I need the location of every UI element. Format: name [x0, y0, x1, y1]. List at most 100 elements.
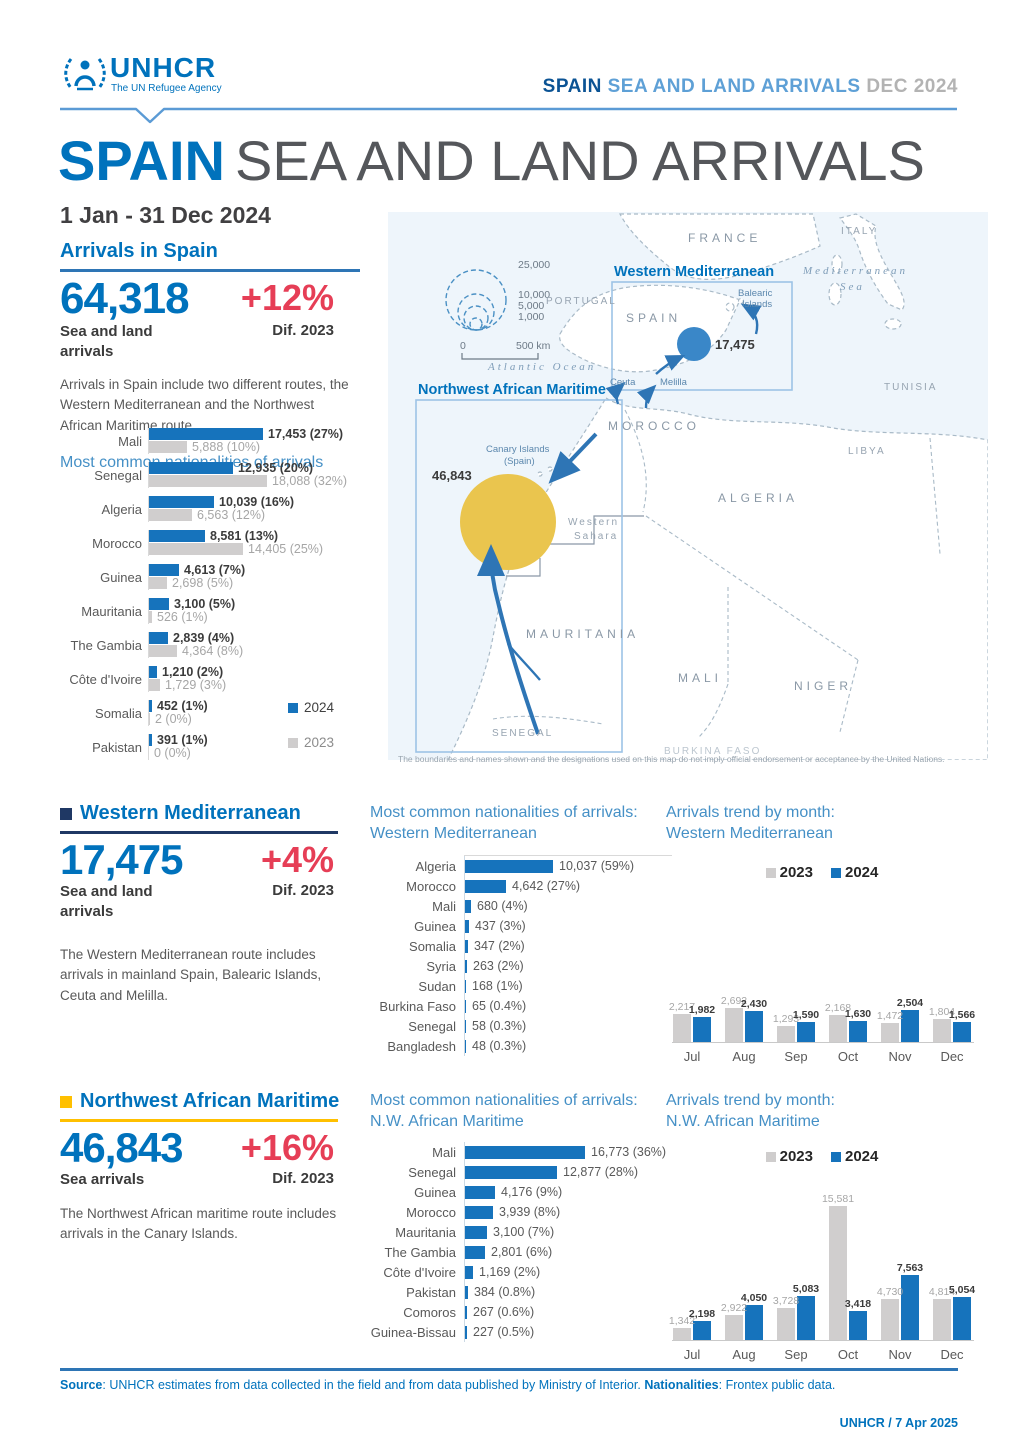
- bar-row: Algeria 10,039 (16%) 6,563 (12%): [60, 495, 365, 522]
- category-label: Senegal: [408, 1164, 456, 1180]
- bar-value-2023: 15,581: [821, 1193, 855, 1205]
- bar-2024: [465, 879, 506, 893]
- bar-value: 2 (0%): [155, 712, 192, 726]
- bar-2024: [745, 1305, 763, 1340]
- nwam-nat-heading-line2: N.W. African Maritime: [370, 1113, 524, 1131]
- bar-value-2023: 2,217: [668, 1001, 696, 1013]
- bar-value: 10,037 (59%): [559, 859, 635, 873]
- coastal-route-arrow: [477, 544, 540, 735]
- trend-group: 2,922 4,050 Aug: [721, 1180, 767, 1362]
- legend-circle-5000: 5,000: [518, 300, 544, 312]
- category-label: Côte d'Ivoire: [383, 1264, 456, 1280]
- bar-value-2023: 2,692: [720, 995, 748, 1007]
- map-label-mediterranean: Mediterranean: [802, 265, 908, 277]
- bar-value: 1,210 (2%): [162, 665, 224, 679]
- wm-nat-heading-line1: Most common nationalities of arrivals:: [370, 804, 638, 821]
- bar-2024: [693, 1321, 711, 1340]
- legend-2024-swatch: [831, 1151, 841, 1162]
- month-label: Oct: [837, 1049, 859, 1064]
- category-label: Morocco: [406, 878, 456, 894]
- wm-bubble: [677, 327, 711, 361]
- bar-2023: [149, 475, 267, 487]
- bar-2023: [933, 1299, 951, 1340]
- nwam-nat-heading: Most common nationalities of arrivals: N…: [370, 1090, 670, 1132]
- bar-row: Guinea-Bissau 227 (0.5%): [370, 1322, 672, 1342]
- docref-strong: SPAIN: [542, 76, 602, 97]
- nwam-description: The Northwest African maritime route inc…: [60, 1205, 337, 1241]
- bar-2024: [465, 939, 468, 953]
- bar-2024: [465, 1225, 487, 1239]
- map-label-morocco: MOROCCO: [608, 419, 700, 433]
- nwam-value: 46,843: [60, 1124, 183, 1171]
- bar-2024: [953, 1297, 971, 1340]
- trend-group: 2,168 1,630 Oct: [825, 897, 871, 1064]
- overview-numbers: 64,318 +12%: [60, 275, 334, 322]
- bar-value-2024: 1,590: [792, 1009, 820, 1021]
- bar-value: 0 (0%): [154, 746, 191, 760]
- footer-divider: [60, 1368, 958, 1371]
- axis-line: [672, 1340, 974, 1341]
- category-label: Algeria: [101, 501, 142, 517]
- month-label: Sep: [784, 1049, 808, 1064]
- legend-2024: 2024: [288, 700, 334, 715]
- map-label-algeria: ALGERIA: [718, 491, 798, 505]
- nwam-section: Northwest African Maritime 46,843 +16% S…: [60, 1090, 350, 1244]
- month-label: Dec: [940, 1049, 964, 1064]
- bar-value-2023: 1,472: [876, 1010, 904, 1022]
- scale-bar: [461, 353, 539, 360]
- bar-2024: [149, 496, 214, 508]
- bar-2023: [829, 1015, 847, 1042]
- bar-value-2024: 7,563: [896, 1262, 924, 1274]
- nwam-trend-block: Arrivals trend by month: N.W. African Ma…: [666, 1090, 978, 1362]
- overview-sublabels: Sea and land arrivals Dif. 2023: [60, 322, 334, 361]
- category-label: Morocco: [406, 1204, 456, 1220]
- trend-group: 1,293 1,590 Sep: [773, 897, 820, 1064]
- wm-trend-block: Arrivals trend by month: Western Mediter…: [666, 802, 978, 1064]
- month-label: Aug: [732, 1347, 756, 1362]
- month-label: Jul: [683, 1347, 701, 1362]
- navy-square-icon: [60, 807, 72, 820]
- trend-group: 3,728 5,083 Sep: [772, 1180, 819, 1362]
- bar-value: 1,729 (3%): [165, 678, 227, 692]
- bar-row: Somalia 347 (2%): [370, 936, 672, 956]
- month-label: Sep: [784, 1347, 808, 1362]
- nwam-nationalities-chart: Mali 16,773 (36%) Senegal 12,877 (28%) Guine…: [370, 1142, 672, 1342]
- bar-2024: [149, 564, 179, 576]
- bar-2024: [465, 1019, 466, 1033]
- nwam-sublabels: Sea arrivals Dif. 2023: [60, 1170, 334, 1190]
- wm-trend-heading-line2: Western Mediterranean: [666, 825, 833, 843]
- nwam-bubble-value: 46,843: [432, 468, 472, 483]
- bar-value-2023: 3,728: [772, 1295, 800, 1307]
- nwam-nat-heading-line1: Most common nationalities of arrivals:: [370, 1092, 638, 1109]
- category-label: Sudan: [418, 978, 456, 994]
- nwam-trend-heading: Arrivals trend by month: N.W. African Ma…: [666, 1090, 978, 1132]
- nwam-heading: Northwest African Maritime: [60, 1090, 350, 1113]
- ceuta-arrow: [605, 381, 626, 405]
- category-label: Senegal: [94, 467, 142, 483]
- bar-value: 391 (1%): [157, 733, 208, 747]
- overview-diff: +12%: [240, 277, 334, 318]
- map-label-libya: LIBYA: [848, 446, 886, 457]
- overview-description: Arrivals in Spain include two different …: [60, 377, 349, 433]
- bar-value: 14,405 (25%): [248, 542, 324, 556]
- source-label: Source: [60, 1378, 103, 1392]
- category-label: Mali: [118, 433, 142, 449]
- category-label: Guinea: [414, 918, 456, 934]
- category-label: Somalia: [409, 938, 456, 954]
- bar-value: 2,801 (6%): [491, 1245, 553, 1259]
- legend-circle-1000: 1,000: [518, 311, 544, 323]
- category-label: Mali: [432, 898, 456, 914]
- western-med-sublabels: Sea and land arrivals Dif. 2023: [60, 882, 334, 921]
- map-label-northwest-african-maritime: Northwest African Maritime: [418, 382, 606, 398]
- bar-row: Sudan 168 (1%): [370, 976, 672, 996]
- nwam-bubble: [460, 474, 556, 570]
- bar-row: The Gambia 2,801 (6%): [370, 1242, 672, 1262]
- western-med-description: The Western Mediterranean route includes…: [60, 947, 322, 1003]
- bar-value: 2,698 (5%): [172, 576, 234, 590]
- map-label-ceuta: Ceuta: [610, 377, 636, 388]
- source-text: : UNHCR estimates from data collected in…: [102, 1378, 645, 1392]
- bar-value: 227 (0.5%): [473, 1325, 535, 1339]
- nwam-trend-heading-line1: Arrivals trend by month:: [666, 1092, 835, 1109]
- bar-value: 347 (2%): [474, 939, 525, 953]
- trend-group: 1,804 1,566 Dec: [929, 897, 975, 1064]
